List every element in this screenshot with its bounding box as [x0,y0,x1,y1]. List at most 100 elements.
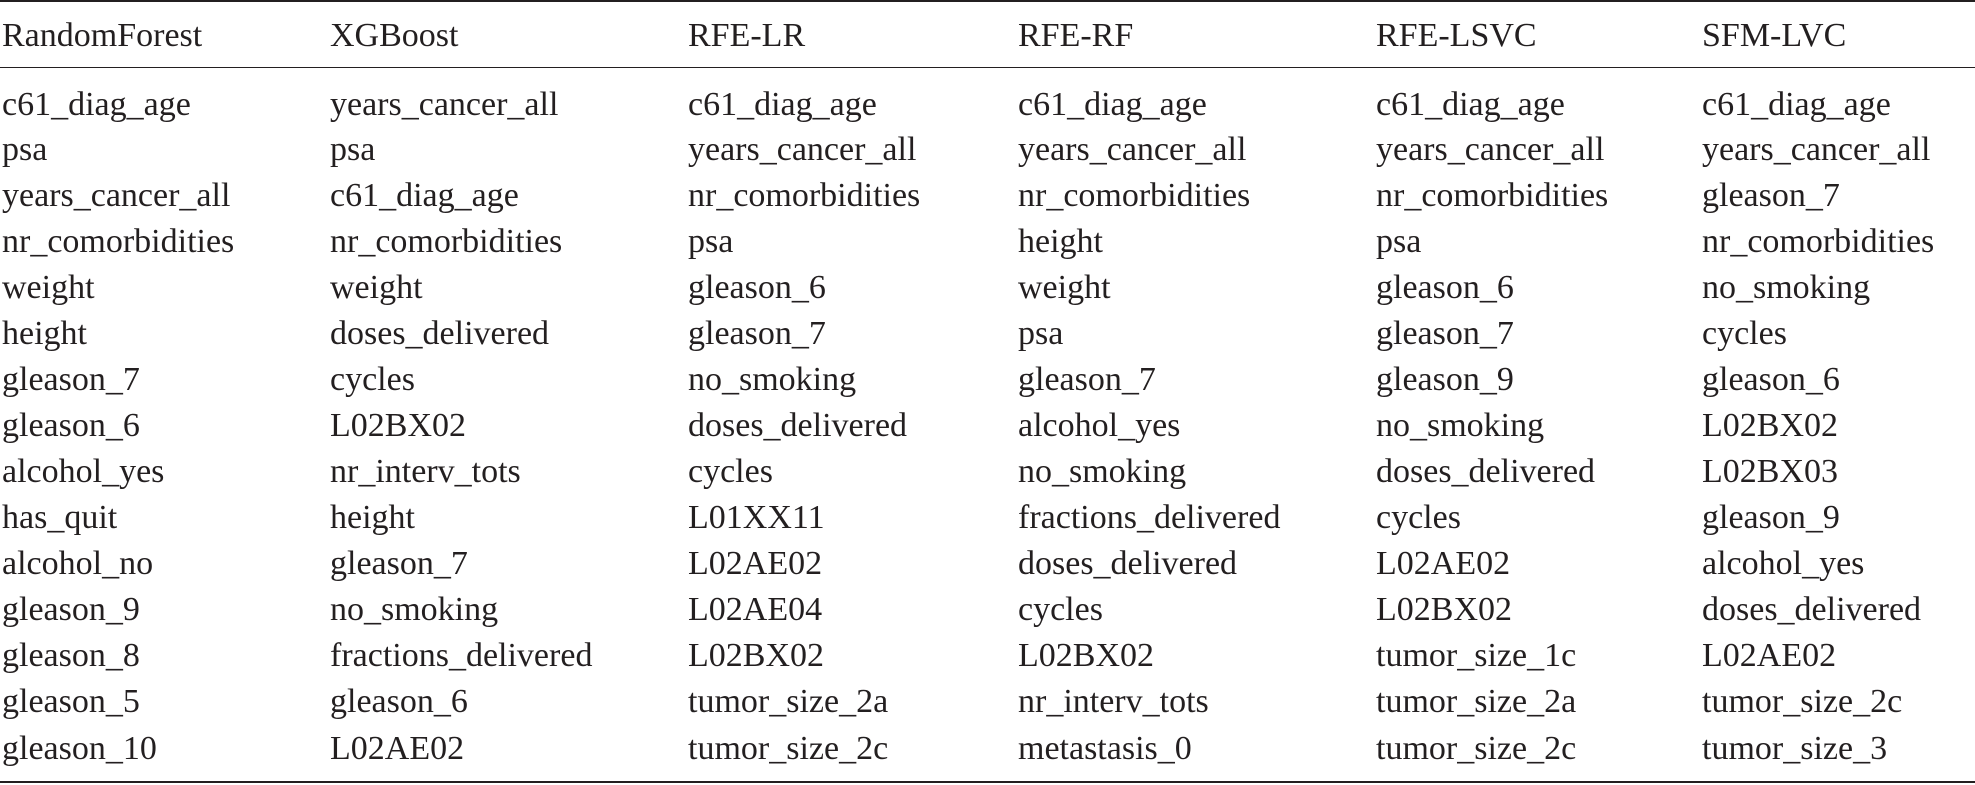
cell-rfe-rf: years_cancer_all [1018,131,1247,169]
cell-rfe-lsvc: c61_diag_age [1376,85,1565,123]
cell-rfe-rf: c61_diag_age [1018,85,1207,123]
cell-rfe-lr: gleason_6 [688,269,826,307]
column-header-rfe-lsvc: RFE-LSVC [1374,0,1700,68]
cell-rfe-lr: nr_comorbidities [688,177,921,215]
cell-rfe-lr: L02AE02 [688,545,823,583]
table-row: c61_diag_age years_cancer_all c61_diag_age… [0,67,1975,127]
table-header: RandomForest XGBoost RFE-LR RFE-RF RFE-L… [0,0,1975,68]
cell-rfe-lsvc: years_cancer_all [1376,131,1605,169]
cell-rfe-rf: height [1018,223,1103,261]
cell-xgboost: gleason_7 [330,545,468,583]
cell-rfe-lsvc: doses_delivered [1376,453,1596,491]
cell-randomforest: weight [2,269,95,307]
cell-rfe-lr: cycles [688,453,773,491]
cell-randomforest: gleason_9 [2,591,140,629]
table-row: nr_comorbidities nr_comorbidities psa heigh… [0,219,1975,265]
cell-randomforest: gleason_7 [2,361,140,399]
cell-rfe-lsvc: psa [1376,223,1422,261]
bottom-rule [0,781,1975,783]
cell-randomforest: years_cancer_all [2,177,231,215]
cell-sfm-lvc: years_cancer_all [1702,131,1931,169]
table-row: alcohol_yes nr_interv_tots cycles no_smokin… [0,449,1975,495]
cell-randomforest: has_quit [2,499,118,537]
cell-sfm-lvc: gleason_7 [1702,177,1840,215]
cell-rfe-lsvc: L02AE02 [1376,545,1511,583]
cell-xgboost: L02AE02 [330,730,465,768]
cell-xgboost: doses_delivered [330,315,550,353]
cell-randomforest: gleason_6 [2,407,140,445]
cell-rfe-lsvc: no_smoking [1376,407,1545,445]
cell-randomforest: c61_diag_age [2,85,191,123]
cell-sfm-lvc: tumor_size_3 [1702,730,1888,768]
cell-randomforest: gleason_5 [2,683,140,721]
table-row: gleason_10 L02AE02 tumor_size_2c metastasis… [0,725,1975,781]
cell-randomforest: alcohol_yes [2,453,165,491]
cell-rfe-rf: L02BX02 [1018,637,1154,675]
cell-rfe-rf: cycles [1018,591,1103,629]
column-header-xgboost: XGBoost [328,0,686,68]
cell-rfe-rf: weight [1018,269,1111,307]
header-row: RandomForest XGBoost RFE-LR RFE-RF RFE-L… [0,0,1975,68]
table-body: c61_diag_age years_cancer_all c61_diag_age… [0,67,1975,781]
cell-rfe-lsvc: gleason_7 [1376,315,1514,353]
cell-rfe-lr: no_smoking [688,361,857,399]
cell-sfm-lvc: nr_comorbidities [1702,223,1935,261]
column-header-randomforest: RandomForest [0,0,328,68]
cell-xgboost: nr_comorbidities [330,223,563,261]
cell-rfe-rf: metastasis_0 [1018,730,1192,768]
cell-rfe-rf: psa [1018,315,1064,353]
cell-rfe-rf: fractions_delivered [1018,499,1281,537]
cell-xgboost: L02BX02 [330,407,466,445]
cell-rfe-rf: no_smoking [1018,453,1187,491]
cell-rfe-lr: doses_delivered [688,407,908,445]
cell-rfe-lr: tumor_size_2c [688,730,889,768]
cell-rfe-lsvc: gleason_9 [1376,361,1514,399]
table-row: weight weight gleason_6 weight gleason_6 no_s… [0,265,1975,311]
cell-sfm-lvc: cycles [1702,315,1787,353]
cell-sfm-lvc: c61_diag_age [1702,85,1891,123]
cell-rfe-lr: L02BX02 [688,637,824,675]
table-row: height doses_delivered gleason_7 psa gleason… [0,311,1975,357]
cell-sfm-lvc: no_smoking [1702,269,1871,307]
cell-xgboost: years_cancer_all [330,85,559,123]
cell-randomforest: gleason_8 [2,637,140,675]
column-header-rfe-rf: RFE-RF [1016,0,1374,68]
cell-sfm-lvc: alcohol_yes [1702,545,1865,583]
cell-rfe-lr: L01XX11 [688,499,825,537]
cell-xgboost: c61_diag_age [330,177,519,215]
table-row: gleason_8 fractions_delivered L02BX02 L02BX… [0,633,1975,679]
cell-xgboost: weight [330,269,423,307]
cell-randomforest: gleason_10 [2,730,157,768]
cell-rfe-lr: tumor_size_2a [688,683,889,721]
cell-rfe-rf: doses_delivered [1018,545,1238,583]
cell-rfe-lsvc: cycles [1376,499,1461,537]
cell-sfm-lvc: L02BX02 [1702,407,1838,445]
cell-rfe-lr: L02AE04 [688,591,823,629]
cell-sfm-lvc: tumor_size_2c [1702,683,1903,721]
cell-rfe-lr: c61_diag_age [688,85,877,123]
cell-sfm-lvc: L02BX03 [1702,453,1838,491]
cell-xgboost: no_smoking [330,591,499,629]
cell-rfe-rf: nr_comorbidities [1018,177,1251,215]
cell-xgboost: fractions_delivered [330,637,593,675]
cell-rfe-rf: nr_interv_tots [1018,683,1209,721]
cell-rfe-lr: gleason_7 [688,315,826,353]
cell-randomforest: psa [2,131,48,169]
cell-randomforest: height [2,315,87,353]
table-row: gleason_5 gleason_6 tumor_size_2a nr_interv… [0,679,1975,725]
cell-xgboost: psa [330,131,376,169]
cell-rfe-rf: gleason_7 [1018,361,1156,399]
cell-rfe-rf: alcohol_yes [1018,407,1181,445]
cell-xgboost: height [330,499,415,537]
cell-rfe-lsvc: L02BX02 [1376,591,1512,629]
cell-sfm-lvc: L02AE02 [1702,637,1837,675]
column-header-sfm-lvc: SFM-LVC [1700,0,1975,68]
cell-rfe-lr: psa [688,223,734,261]
cell-xgboost: gleason_6 [330,683,468,721]
cell-rfe-lsvc: nr_comorbidities [1376,177,1609,215]
table-row: alcohol_no gleason_7 L02AE02 doses_delivere… [0,541,1975,587]
cell-rfe-lr: years_cancer_all [688,131,917,169]
cell-sfm-lvc: doses_delivered [1702,591,1922,629]
table-row: psa psa years_cancer_all years_cancer_all ye… [0,127,1975,173]
